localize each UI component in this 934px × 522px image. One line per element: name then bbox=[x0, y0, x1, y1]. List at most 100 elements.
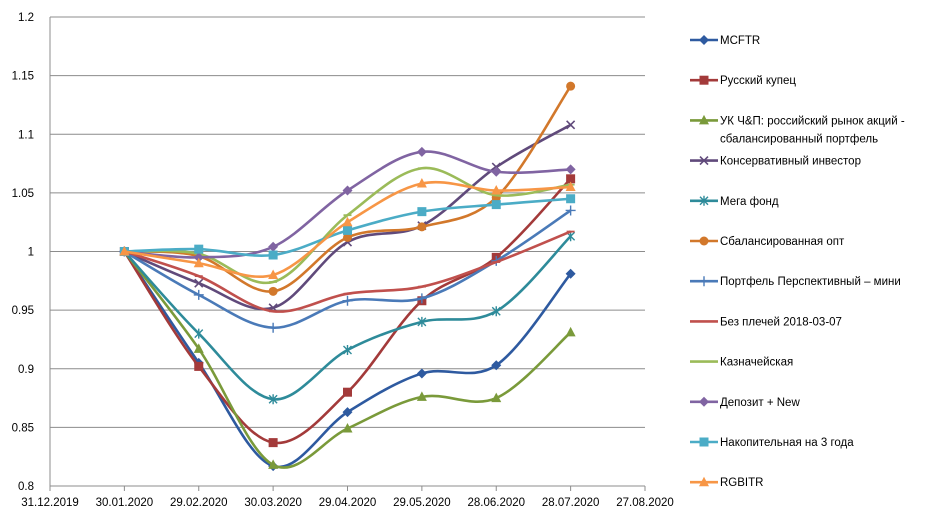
series-group bbox=[119, 81, 576, 472]
data-point bbox=[268, 269, 279, 279]
data-point bbox=[491, 200, 501, 210]
data-point bbox=[193, 252, 204, 263]
legend: MCFTR Русский купец УК Ч&П: российский рын… bbox=[690, 35, 905, 489]
legend-label: Казначейская bbox=[720, 357, 793, 369]
legend-label: Депозит + New bbox=[720, 397, 800, 409]
x-tick-label: 31.12.2019 bbox=[21, 497, 79, 509]
data-point bbox=[565, 205, 576, 216]
legend-item: Депозит + New bbox=[690, 396, 800, 409]
y-axis: 0.8 0.85 0.9 0.95 1 1.05 1.1 1.15 1.2 bbox=[12, 12, 34, 493]
data-point bbox=[194, 278, 204, 288]
data-point bbox=[491, 360, 502, 371]
data-point bbox=[194, 328, 204, 339]
data-point bbox=[416, 177, 427, 188]
y-tick-label: 1.15 bbox=[12, 71, 34, 83]
data-point bbox=[566, 81, 576, 91]
legend-marker bbox=[699, 437, 709, 447]
legend-item: Сбалансированная опт bbox=[690, 236, 845, 248]
data-point bbox=[268, 322, 279, 333]
data-point bbox=[565, 181, 576, 192]
x-tick-label: 28.06.2020 bbox=[467, 497, 525, 509]
legend-item: УК Ч&П: российский рынок акций - сбаланси… bbox=[690, 114, 905, 145]
data-point bbox=[193, 343, 204, 353]
legend-marker bbox=[699, 75, 709, 85]
data-point bbox=[268, 241, 279, 252]
data-point bbox=[343, 344, 352, 355]
legend-label: Без плечей 2018-03-07 bbox=[720, 316, 842, 328]
data-point bbox=[566, 120, 576, 130]
data-point bbox=[416, 391, 427, 401]
series-10 bbox=[119, 146, 576, 263]
data-point bbox=[417, 316, 427, 327]
legend-label: RGBITR bbox=[720, 477, 763, 489]
y-tick-label: 1.05 bbox=[12, 188, 34, 200]
legend-marker bbox=[699, 476, 709, 487]
data-point bbox=[343, 225, 352, 235]
data-point bbox=[566, 194, 576, 204]
data-point bbox=[342, 295, 353, 306]
data-point bbox=[565, 164, 576, 175]
data-point bbox=[268, 459, 279, 469]
legend-item: Русский купец bbox=[690, 75, 796, 87]
legend-label: Портфель Перспективный – мини bbox=[720, 276, 901, 288]
legend-item: Консервативный инвестор bbox=[690, 156, 861, 168]
data-point bbox=[342, 185, 353, 196]
data-point bbox=[268, 250, 278, 260]
legend-label: Консервативный инвестор bbox=[720, 156, 861, 168]
legend-label: Мега фонд bbox=[720, 196, 779, 208]
data-point bbox=[416, 293, 427, 304]
x-tick-label: 29.05.2020 bbox=[393, 497, 451, 509]
legend-marker bbox=[699, 396, 709, 407]
legend-marker bbox=[699, 236, 709, 246]
legend-label: MCFTR bbox=[720, 35, 760, 47]
legend-item: Накопительная на 3 года bbox=[690, 437, 854, 449]
data-point bbox=[268, 394, 278, 405]
series-line bbox=[123, 235, 572, 401]
data-point bbox=[491, 392, 502, 403]
y-tick-label: 0.8 bbox=[18, 481, 34, 493]
data-point bbox=[565, 268, 576, 279]
x-tick-label: 29.02.2020 bbox=[170, 497, 228, 509]
legend-item: Мега фонд bbox=[690, 195, 779, 208]
data-point bbox=[342, 216, 353, 227]
legend-marker bbox=[699, 195, 709, 206]
legend-item: RGBITR bbox=[690, 476, 763, 489]
data-point bbox=[194, 361, 204, 371]
data-point bbox=[417, 207, 427, 217]
data-point bbox=[268, 438, 278, 448]
legend-label: Сбалансированная опт bbox=[720, 236, 845, 248]
y-tick-label: 0.95 bbox=[12, 305, 34, 317]
legend-item: Без плечей 2018-03-07 bbox=[690, 316, 842, 328]
data-point bbox=[193, 257, 204, 268]
data-point bbox=[342, 407, 353, 418]
data-point bbox=[416, 368, 427, 379]
series-11 bbox=[119, 194, 576, 260]
x-tick-label: 29.04.2020 bbox=[319, 497, 377, 509]
x-axis: 31.12.2019 30.01.2020 29.02.2020 30.03.2020… bbox=[21, 486, 674, 509]
legend-label-line: сбалансированный портфель bbox=[720, 133, 878, 145]
x-tick-label: 27.08.2020 bbox=[616, 497, 674, 509]
data-point bbox=[491, 185, 502, 195]
legend-item: Портфель Перспективный – мини bbox=[690, 276, 901, 288]
legend-item: Казначейская bbox=[690, 357, 793, 369]
data-point bbox=[343, 232, 352, 242]
y-tick-label: 1 bbox=[28, 247, 34, 259]
data-point bbox=[417, 222, 427, 232]
data-point bbox=[565, 326, 576, 337]
series-line bbox=[123, 250, 572, 469]
data-point bbox=[416, 146, 427, 157]
y-tick-label: 1.1 bbox=[18, 129, 34, 141]
data-point bbox=[119, 246, 130, 256]
y-tick-label: 1.2 bbox=[18, 12, 34, 24]
data-point bbox=[194, 244, 204, 254]
x-tick-label: 28.07.2020 bbox=[542, 497, 600, 509]
data-point bbox=[268, 286, 278, 296]
legend-label-line: УК Ч&П: российский рынок акций - bbox=[720, 115, 905, 127]
y-tick-label: 0.9 bbox=[18, 364, 34, 376]
legend-label: Русский купец bbox=[720, 75, 796, 87]
legend-label: Накопительная на 3 года bbox=[720, 437, 854, 449]
series-12 bbox=[119, 177, 576, 279]
data-point bbox=[193, 289, 204, 300]
legend-label: УК Ч&П: российский рынок акций - сбаланси… bbox=[720, 115, 905, 145]
